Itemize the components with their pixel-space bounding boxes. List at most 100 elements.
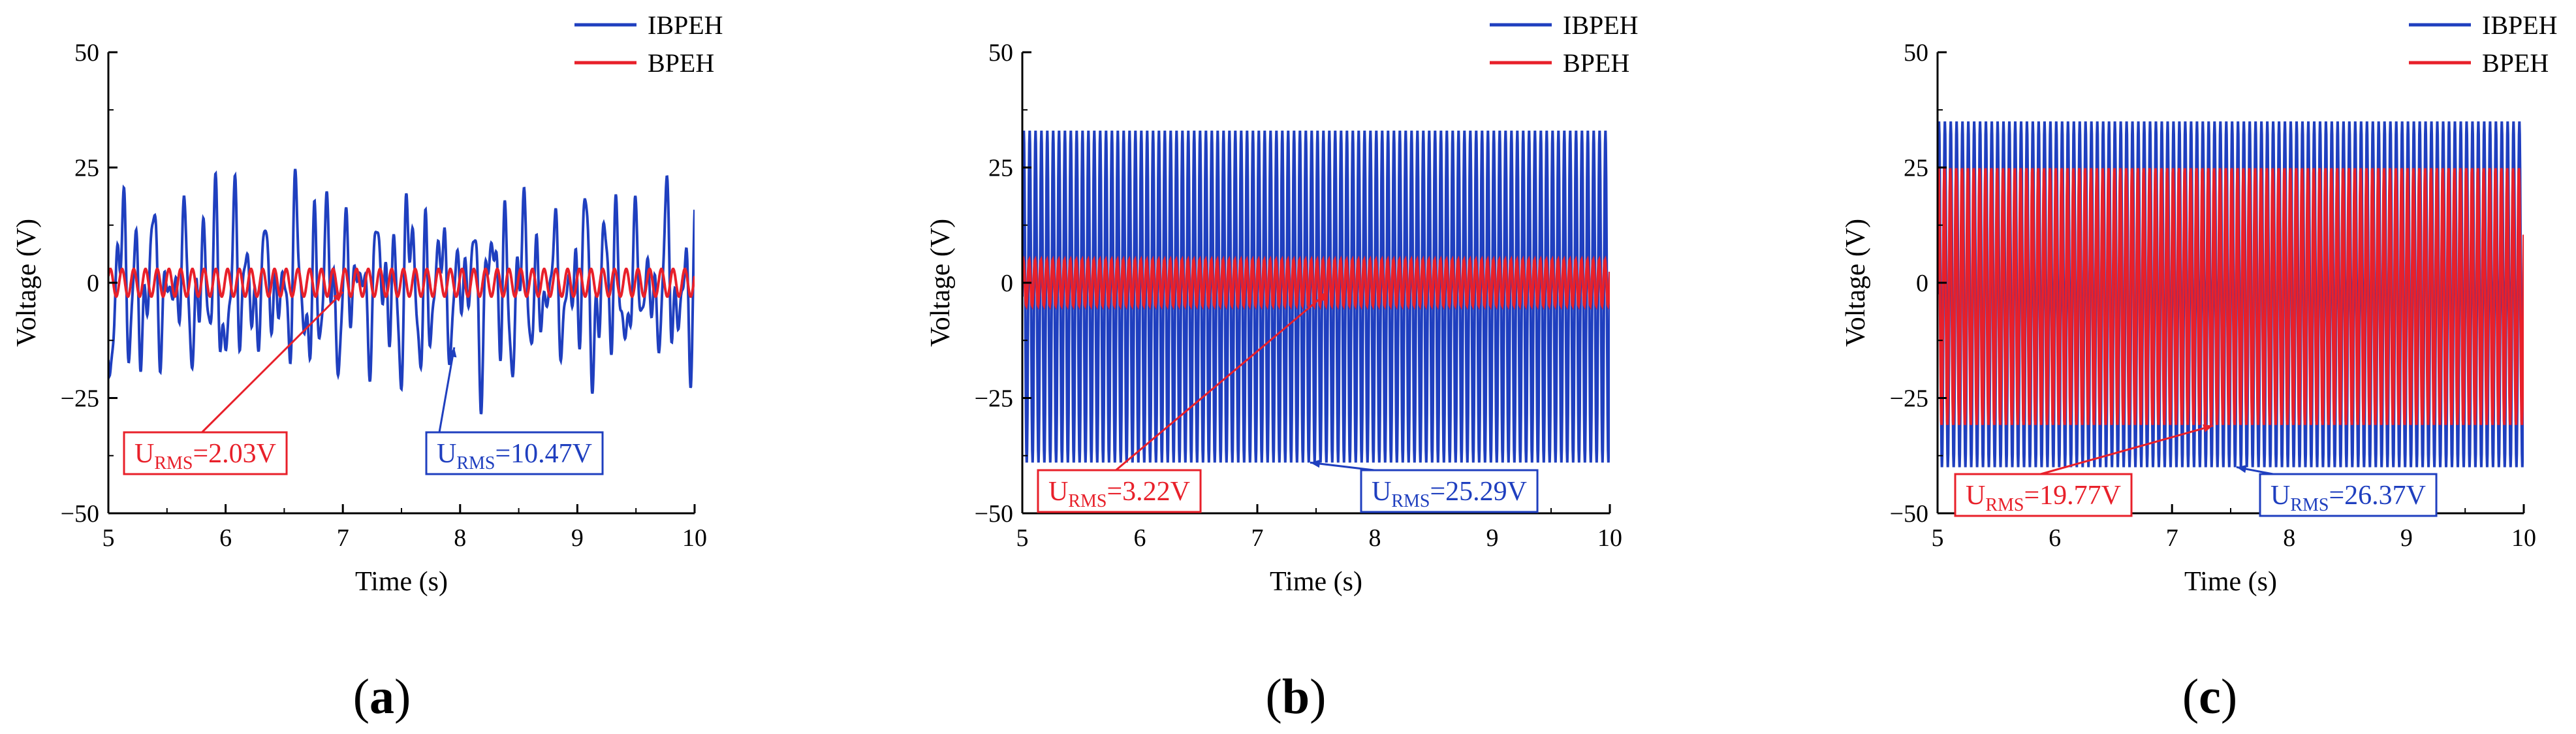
y-tick-label: 50 — [1904, 39, 1928, 67]
rms-annotation-text: URMS=19.77V — [1966, 481, 2121, 515]
rms-value: =26.37V — [2329, 481, 2427, 511]
y-tick-label: 0 — [87, 270, 99, 297]
y-tick-label: 50 — [988, 39, 1013, 67]
caption-letter: b — [1282, 669, 1310, 724]
rms-value: =19.77V — [2024, 481, 2122, 511]
rms-symbol: U — [1966, 481, 1985, 511]
rms-subscript: RMS — [1068, 491, 1107, 511]
y-tick-label: 25 — [1904, 155, 1928, 182]
rms-annotation-text: URMS=25.29V — [1372, 477, 1527, 511]
rms-annotation-box — [123, 431, 288, 475]
x-tick-label: 8 — [454, 524, 466, 552]
y-tick-label: −50 — [1890, 500, 1928, 528]
rms-leader-line — [201, 291, 344, 434]
y-tick-label: −50 — [975, 500, 1013, 528]
x-tick-label: 7 — [2166, 524, 2178, 552]
caption-open: ( — [1266, 669, 1282, 724]
rms-arrowhead — [333, 292, 343, 302]
rms-annotation-box — [1360, 469, 1539, 513]
rms-annotation-bpeh: URMS=19.77V — [1954, 424, 2214, 517]
rms-arrowhead — [448, 347, 457, 358]
legend-label-ibpeh: IBPEH — [1563, 10, 1639, 40]
rms-annotation-ibpeh: URMS=26.37V — [2236, 465, 2438, 517]
rms-symbol: U — [1372, 477, 1391, 507]
rms-subscript: RMS — [456, 453, 495, 473]
x-tick-label: 10 — [1597, 524, 1622, 552]
rms-subscript: RMS — [1391, 491, 1430, 511]
y-tick-label: 50 — [74, 39, 99, 67]
rms-symbol: U — [134, 439, 154, 469]
rms-leader-line — [1115, 291, 1328, 471]
rms-arrowhead — [1310, 459, 1321, 468]
y-axis-label: Voltage (V) — [12, 219, 42, 347]
rms-annotation-text: URMS=10.47V — [437, 439, 592, 473]
y-tick-label: −50 — [61, 500, 99, 528]
rms-annotation-box — [425, 431, 604, 475]
y-tick-label: −25 — [975, 385, 1013, 413]
x-axis-label: Time (s) — [1270, 567, 1362, 597]
x-tick-label: 9 — [2400, 524, 2413, 552]
rms-subscript: RMS — [2290, 495, 2329, 515]
x-axis-label: Time (s) — [355, 567, 448, 597]
legend: IBPEH BPEH — [1490, 10, 1639, 78]
panel-caption: (a) — [353, 669, 411, 724]
rms-symbol: U — [437, 439, 456, 469]
x-tick-label: 6 — [219, 524, 232, 552]
panel-caption: (b) — [1266, 669, 1327, 724]
x-tick-label: 7 — [337, 524, 349, 552]
y-tick-label: 0 — [1916, 270, 1928, 297]
rms-annotation-text: URMS=26.37V — [2270, 481, 2426, 515]
caption-letter: a — [369, 669, 394, 724]
caption-close: ) — [2221, 669, 2237, 724]
rms-value: =10.47V — [495, 439, 593, 469]
legend-label-bpeh: BPEH — [1563, 48, 1629, 78]
rms-symbol: U — [2270, 481, 2290, 511]
y-tick-label: −25 — [61, 385, 99, 413]
x-tick-label: 5 — [102, 524, 115, 552]
rms-value: =3.22V — [1107, 477, 1191, 507]
rms-leader-line — [438, 347, 456, 433]
rms-annotation-text: URMS=3.22V — [1048, 477, 1190, 511]
rms-arrowhead — [2203, 424, 2214, 432]
rms-symbol: U — [1048, 477, 1068, 507]
legend-label-ibpeh: IBPEH — [2482, 10, 2558, 40]
y-axis-label: Voltage (V) — [926, 219, 956, 347]
x-tick-label: 10 — [2511, 524, 2536, 552]
series-line-bpeh — [108, 267, 695, 298]
series-line-bpeh — [1938, 168, 2524, 425]
chart-panel-c: 5 6 7 8 9 10 50 25 0 −25 −50 Time (s) Voltage (V) IBP… — [1841, 10, 2558, 724]
x-tick-label: 10 — [682, 524, 707, 552]
legend-label-bpeh: BPEH — [648, 48, 714, 78]
x-tick-label: 9 — [571, 524, 584, 552]
rms-value: =25.29V — [1430, 477, 1528, 507]
rms-annotation-box — [2259, 473, 2438, 517]
y-tick-label: −25 — [1890, 385, 1928, 413]
chart-panel-b: 5 6 7 8 9 10 50 25 0 −25 −50 Time (s) Voltage (V) IBP… — [926, 10, 1639, 724]
rms-leader-line — [2040, 424, 2214, 475]
y-axis-label: Voltage (V) — [1841, 219, 1871, 347]
x-tick-label: 7 — [1251, 524, 1264, 552]
legend: IBPEH BPEH — [2409, 10, 2558, 78]
rms-annotation-box — [1954, 473, 2133, 517]
x-tick-label: 9 — [1486, 524, 1499, 552]
x-tick-label: 8 — [1369, 524, 1381, 552]
chart-panel-a: 5 6 7 8 9 10 50 25 0 −25 −50 Time (s) Voltage (V) IBP… — [12, 10, 723, 724]
rms-annotation-ibpeh: URMS=10.47V — [425, 347, 604, 475]
rms-annotation-bpeh: URMS=3.22V — [1037, 291, 1328, 513]
rms-subscript: RMS — [1985, 495, 2024, 515]
x-tick-label: 6 — [1134, 524, 1146, 552]
legend-label-bpeh: BPEH — [2482, 48, 2549, 78]
x-axis-label: Time (s) — [2184, 567, 2277, 597]
rms-subscript: RMS — [154, 453, 193, 473]
caption-close: ) — [1310, 669, 1326, 724]
rms-arrowhead — [2236, 465, 2247, 473]
rms-leader-line — [1310, 461, 1375, 471]
rms-annotation-box — [1037, 469, 1202, 513]
y-tick-label: 25 — [74, 155, 99, 182]
y-tick-label: 25 — [988, 155, 1013, 182]
x-tick-label: 5 — [1016, 524, 1029, 552]
caption-open: ( — [2182, 669, 2199, 724]
rms-arrowhead — [1317, 292, 1328, 302]
rms-value: =2.03V — [193, 439, 277, 469]
